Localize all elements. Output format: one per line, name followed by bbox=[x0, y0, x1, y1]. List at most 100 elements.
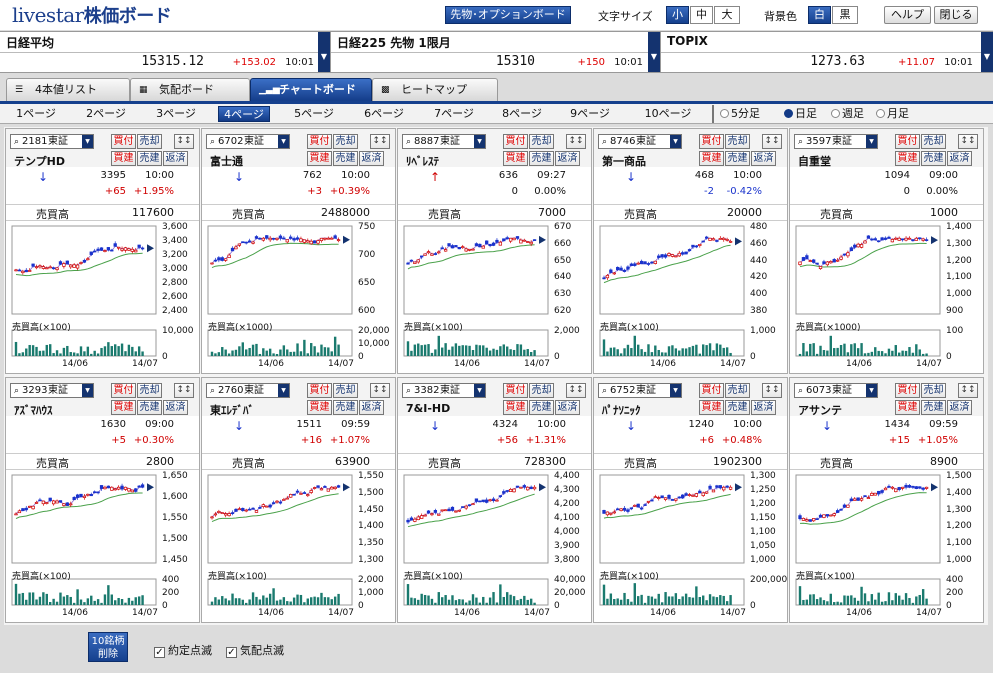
stock-code-select[interactable]: ⌕ 3293東証 ▼ bbox=[10, 383, 94, 398]
margin-buy-button[interactable]: 買建 bbox=[699, 151, 724, 166]
tab-four-price-list[interactable]: ☰ 4本値リスト bbox=[6, 78, 130, 102]
page-button-5[interactable]: 5ページ bbox=[294, 107, 334, 120]
index-nikkei-futures[interactable]: 日経225 先物 1限月 15310 +150 10:01 ▼ bbox=[331, 32, 661, 72]
margin-buy-button[interactable]: 買建 bbox=[895, 400, 920, 415]
stock-code-select[interactable]: ⌕ 6752東証 ▼ bbox=[598, 383, 682, 398]
buy-button[interactable]: 買付 bbox=[307, 134, 332, 149]
buy-button[interactable]: 買付 bbox=[895, 383, 920, 398]
delete-ten-stocks-button[interactable]: 10銘柄 削除 bbox=[88, 632, 128, 662]
sell-button[interactable]: 売却 bbox=[333, 383, 358, 398]
buy-button[interactable]: 買付 bbox=[699, 383, 724, 398]
page-button-6[interactable]: 6ページ bbox=[364, 107, 404, 120]
interval-weekly[interactable]: 週足 bbox=[831, 107, 864, 121]
margin-sell-button[interactable]: 売建 bbox=[921, 400, 946, 415]
margin-buy-button[interactable]: 買建 bbox=[307, 151, 332, 166]
repay-button[interactable]: 返済 bbox=[163, 151, 188, 166]
sell-button[interactable]: 売却 bbox=[725, 383, 750, 398]
tab-heatmap[interactable]: ▩ ヒートマップ bbox=[372, 78, 498, 102]
margin-buy-button[interactable]: 買建 bbox=[503, 151, 528, 166]
font-size-small-button[interactable]: 小 bbox=[666, 6, 689, 24]
stock-code-select[interactable]: ⌕ 6702東証 ▼ bbox=[206, 134, 290, 149]
margin-buy-button[interactable]: 買建 bbox=[307, 400, 332, 415]
margin-sell-button[interactable]: 売建 bbox=[137, 400, 162, 415]
stock-code-select[interactable]: ⌕ 2760東証 ▼ bbox=[206, 383, 290, 398]
order-book-icon[interactable]: ↕↕ bbox=[370, 383, 390, 398]
repay-button[interactable]: 返済 bbox=[947, 400, 972, 415]
order-book-icon[interactable]: ↕↕ bbox=[566, 134, 586, 149]
margin-sell-button[interactable]: 売建 bbox=[529, 400, 554, 415]
sell-button[interactable]: 売却 bbox=[529, 383, 554, 398]
margin-sell-button[interactable]: 売建 bbox=[333, 151, 358, 166]
repay-button[interactable]: 返済 bbox=[555, 151, 580, 166]
margin-buy-button[interactable]: 買建 bbox=[111, 151, 136, 166]
order-book-icon[interactable]: ↕↕ bbox=[174, 134, 194, 149]
stock-code-select[interactable]: ⌕ 2181東証 ▼ bbox=[10, 134, 94, 149]
order-book-icon[interactable]: ↕↕ bbox=[958, 383, 978, 398]
margin-sell-button[interactable]: 売建 bbox=[529, 151, 554, 166]
repay-button[interactable]: 返済 bbox=[359, 151, 384, 166]
page-button-3[interactable]: 3ページ bbox=[156, 107, 196, 120]
order-book-icon[interactable]: ↕↕ bbox=[174, 383, 194, 398]
interval-monthly[interactable]: 月足 bbox=[876, 107, 909, 121]
tab-chart-board[interactable]: ▁▃▅ チャートボード bbox=[250, 78, 372, 102]
font-size-large-button[interactable]: 大 bbox=[714, 6, 740, 24]
trade-blink-checkbox[interactable]: ✓ 約定点滅 bbox=[154, 644, 212, 658]
chevron-down-icon[interactable]: ▼ bbox=[318, 32, 330, 72]
index-nikkei[interactable]: 日経平均 15315.12 +153.02 10:01 ▼ bbox=[0, 32, 331, 72]
margin-buy-button[interactable]: 買建 bbox=[503, 400, 528, 415]
stock-code-select[interactable]: ⌕ 6073東証 ▼ bbox=[794, 383, 878, 398]
order-book-icon[interactable]: ↕↕ bbox=[566, 383, 586, 398]
repay-button[interactable]: 返済 bbox=[751, 151, 776, 166]
margin-sell-button[interactable]: 売建 bbox=[921, 151, 946, 166]
interval-5min[interactable]: 5分足 bbox=[720, 107, 760, 121]
stock-code-select[interactable]: ⌕ 8887東証 ▼ bbox=[402, 134, 486, 149]
order-book-icon[interactable]: ↕↕ bbox=[370, 134, 390, 149]
close-button[interactable]: 閉じる bbox=[934, 6, 978, 24]
sell-button[interactable]: 売却 bbox=[921, 383, 946, 398]
order-book-icon[interactable]: ↕↕ bbox=[762, 134, 782, 149]
page-button-1[interactable]: 1ページ bbox=[16, 107, 56, 120]
sell-button[interactable]: 売却 bbox=[725, 134, 750, 149]
chevron-down-icon[interactable]: ▼ bbox=[648, 32, 660, 72]
page-button-10[interactable]: 10ページ bbox=[644, 107, 692, 120]
margin-buy-button[interactable]: 買建 bbox=[895, 151, 920, 166]
buy-button[interactable]: 買付 bbox=[111, 134, 136, 149]
margin-sell-button[interactable]: 売建 bbox=[725, 151, 750, 166]
margin-sell-button[interactable]: 売建 bbox=[137, 151, 162, 166]
order-book-icon[interactable]: ↕↕ bbox=[958, 134, 978, 149]
buy-button[interactable]: 買付 bbox=[503, 383, 528, 398]
quote-blink-checkbox[interactable]: ✓ 気配点滅 bbox=[226, 644, 284, 658]
help-button[interactable]: ヘルプ bbox=[884, 6, 931, 24]
buy-button[interactable]: 買付 bbox=[503, 134, 528, 149]
stock-code-select[interactable]: ⌕ 3382東証 ▼ bbox=[402, 383, 486, 398]
interval-daily[interactable]: 日足 bbox=[784, 107, 817, 121]
sell-button[interactable]: 売却 bbox=[137, 383, 162, 398]
page-button-7[interactable]: 7ページ bbox=[434, 107, 474, 120]
buy-button[interactable]: 買付 bbox=[895, 134, 920, 149]
margin-sell-button[interactable]: 売建 bbox=[333, 400, 358, 415]
repay-button[interactable]: 返済 bbox=[555, 400, 580, 415]
options-board-button[interactable]: 先物･オプションボード bbox=[445, 6, 571, 24]
repay-button[interactable]: 返済 bbox=[947, 151, 972, 166]
page-button-9[interactable]: 9ページ bbox=[570, 107, 610, 120]
sell-button[interactable]: 売却 bbox=[529, 134, 554, 149]
stock-code-select[interactable]: ⌕ 3597東証 ▼ bbox=[794, 134, 878, 149]
buy-button[interactable]: 買付 bbox=[699, 134, 724, 149]
bg-white-button[interactable]: 白 bbox=[808, 6, 831, 24]
stock-code-select[interactable]: ⌕ 8746東証 ▼ bbox=[598, 134, 682, 149]
page-button-8[interactable]: 8ページ bbox=[502, 107, 542, 120]
tab-quote-board[interactable]: ▦ 気配ボード bbox=[130, 78, 250, 102]
buy-button[interactable]: 買付 bbox=[307, 383, 332, 398]
font-size-medium-button[interactable]: 中 bbox=[690, 6, 713, 24]
chevron-down-icon[interactable]: ▼ bbox=[981, 32, 993, 72]
buy-button[interactable]: 買付 bbox=[111, 383, 136, 398]
sell-button[interactable]: 売却 bbox=[921, 134, 946, 149]
sell-button[interactable]: 売却 bbox=[333, 134, 358, 149]
margin-buy-button[interactable]: 買建 bbox=[699, 400, 724, 415]
repay-button[interactable]: 返済 bbox=[751, 400, 776, 415]
page-button-2[interactable]: 2ページ bbox=[86, 107, 126, 120]
repay-button[interactable]: 返済 bbox=[359, 400, 384, 415]
order-book-icon[interactable]: ↕↕ bbox=[762, 383, 782, 398]
margin-sell-button[interactable]: 売建 bbox=[725, 400, 750, 415]
margin-buy-button[interactable]: 買建 bbox=[111, 400, 136, 415]
